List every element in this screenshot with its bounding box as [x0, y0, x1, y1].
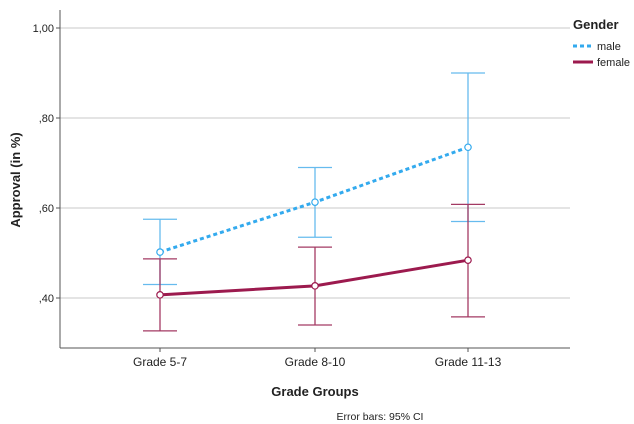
- x-tick-label: Grade 11-13: [435, 355, 502, 369]
- series-male: [143, 72, 485, 286]
- legend-title: Gender: [573, 17, 619, 32]
- legend-entry-female: female: [573, 57, 630, 69]
- data-point: [156, 291, 164, 299]
- series-female: [143, 203, 485, 332]
- y-axis-title: Approval (in %): [8, 132, 23, 227]
- y-tick-label: ,60: [39, 203, 54, 215]
- y-tick-label: 1,00: [33, 23, 54, 35]
- data-point: [311, 282, 319, 290]
- y-tick-label: ,80: [39, 113, 54, 125]
- y-tick-labels: ,40 ,60 ,80 1,00: [33, 23, 60, 305]
- data-point: [311, 198, 319, 206]
- series: [143, 72, 485, 332]
- x-tick-label: Grade 5-7: [133, 355, 187, 369]
- x-axis-title: Grade Groups: [271, 384, 358, 399]
- x-tick-labels: Grade 5-7 Grade 8-10 Grade 11-13: [133, 348, 502, 369]
- data-point: [464, 256, 472, 265]
- data-point: [156, 248, 164, 256]
- x-tick-label: Grade 8-10: [285, 355, 346, 369]
- y-tick-label: ,40: [39, 293, 54, 305]
- legend-entry-male: male: [573, 41, 621, 53]
- legend-label: male: [597, 41, 621, 53]
- legend-label: female: [597, 57, 630, 69]
- series-line: [159, 258, 469, 297]
- data-point: [464, 143, 472, 152]
- legend: Gender male female: [573, 17, 630, 69]
- error-bars-note: Error bars: 95% CI: [337, 411, 424, 423]
